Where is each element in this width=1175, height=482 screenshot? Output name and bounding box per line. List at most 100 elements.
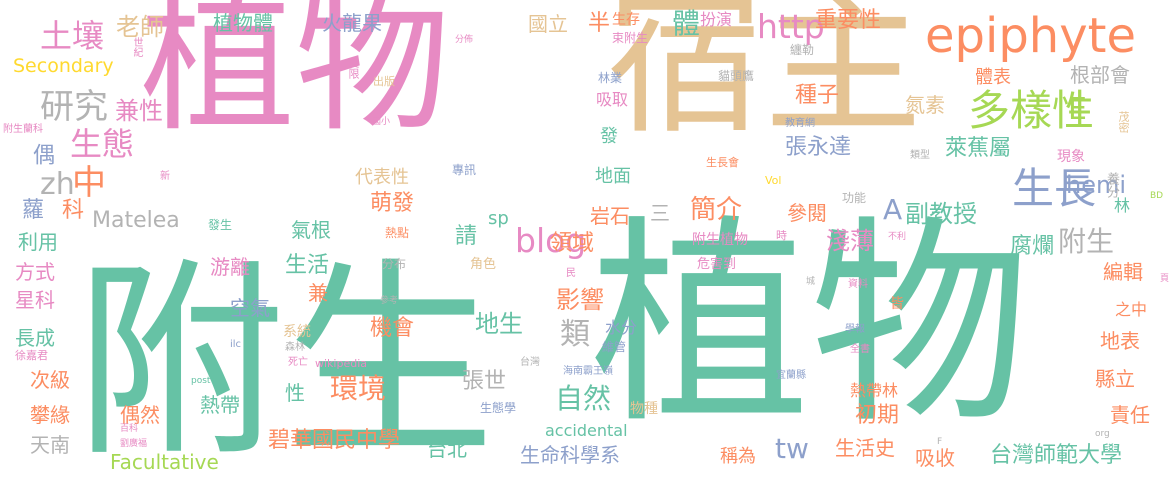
word-121: 縣立: [1095, 367, 1135, 391]
word-69: 副教授: [905, 200, 977, 228]
word-26: 扮演: [700, 10, 733, 29]
word-80: 不利: [888, 232, 907, 242]
word-110: 地表: [1100, 329, 1140, 353]
word-51: 類型: [910, 150, 930, 161]
word-57: 養分: [1104, 172, 1119, 198]
word-23: 半: [588, 11, 611, 36]
word-34: 受限: [347, 57, 360, 79]
word-91: 城: [806, 277, 816, 287]
word-117: 死亡: [288, 357, 308, 368]
word-52: 張永達: [785, 135, 852, 160]
word-30: 束附生: [612, 31, 649, 45]
word-55: 生長會: [706, 156, 739, 169]
word-25: 體: [672, 7, 701, 40]
word-147: 台灣師範大學: [990, 443, 1123, 468]
word-46: 體表: [975, 67, 1011, 88]
word-33: 林業: [598, 71, 623, 85]
word-72: 發生: [208, 218, 233, 232]
word-17: 中: [72, 163, 106, 203]
word-65: sp: [488, 208, 509, 229]
word-66: 簡介: [690, 195, 743, 225]
word-40: 新: [160, 171, 170, 182]
word-103: 水分: [605, 318, 638, 337]
word-106: 系統: [283, 324, 311, 340]
word-111: 徐嘉君: [15, 349, 48, 362]
word-59: 蘿: [22, 198, 45, 223]
word-130: 初期: [855, 403, 900, 428]
word-10: A: [883, 193, 903, 226]
word-126: 性: [285, 381, 305, 405]
keyword-sheng-zhang: 生長: [1012, 164, 1097, 213]
word-140: 碧華國民中學: [268, 428, 401, 453]
word-125: 攀緣: [30, 403, 70, 427]
word-148: Facultative: [110, 450, 219, 474]
word-129: 物種: [630, 401, 658, 417]
word-88: 民: [566, 268, 576, 279]
keyword-http: http: [757, 7, 825, 46]
word-68: 功能: [842, 191, 867, 205]
word-20: 植物體: [213, 11, 273, 35]
word-120: 宜蘭縣: [776, 370, 806, 381]
word-78: 時: [776, 229, 787, 242]
word-104: 學報: [845, 324, 865, 335]
word-137: 劉廣福: [120, 439, 148, 449]
word-24: 生存: [612, 12, 640, 28]
word-100: 空氣: [230, 296, 270, 320]
word-119: 環境: [330, 372, 387, 405]
word-41: 專訊: [452, 163, 477, 177]
word-29: 分佈: [455, 35, 474, 45]
word-82: 腐爛: [1010, 234, 1055, 259]
word-131: 偶然: [120, 403, 160, 427]
word-47: 根部會: [1070, 63, 1130, 87]
word-113: 森林: [285, 342, 305, 353]
word-146: 吸收: [915, 446, 955, 470]
word-105: 長成: [15, 326, 55, 350]
word-22: 國立: [528, 12, 568, 36]
word-123: 張世: [462, 369, 507, 394]
word-18: zh: [40, 167, 75, 202]
word-53: 現象: [1057, 149, 1085, 165]
word-93: 編輯: [1103, 260, 1143, 284]
word-85: 生活: [285, 253, 330, 278]
word-132: 熱帶: [200, 393, 240, 417]
word-67: 參閱: [787, 201, 827, 225]
word-48: 氮素: [905, 93, 945, 117]
word-122: post: [191, 376, 211, 386]
word-50: 教育網: [785, 118, 815, 129]
word-90: 影響: [556, 286, 604, 314]
word-138: F: [937, 437, 943, 447]
word-56: Vol: [765, 174, 782, 187]
keyword-epiphyte: epiphyte: [925, 8, 1136, 64]
word-42: 代表性: [355, 167, 409, 188]
word-83: 方式: [15, 260, 55, 284]
word-107: 機會: [370, 316, 415, 341]
word-49: 茂密: [1117, 111, 1130, 133]
word-74: 氣根: [291, 218, 331, 242]
word-36: 吸取: [596, 90, 629, 109]
word-115: 海南霸王嶺: [563, 366, 613, 377]
word-95: 星科: [15, 288, 55, 312]
word-141: 台北: [427, 437, 467, 461]
word-101: 地生: [475, 310, 523, 338]
word-139: org: [1095, 429, 1110, 439]
word-44: 發: [600, 126, 618, 147]
word-136: 天南: [30, 433, 70, 457]
keyword-zhi-wu-secondary: 植物: [590, 197, 1031, 453]
keyword-duo-yang-xing: 多樣性: [968, 86, 1095, 135]
word-45: 種子: [795, 83, 840, 108]
word-39: 偶: [29, 143, 54, 165]
word-108: 維管: [602, 340, 627, 354]
word-94: 頁: [1160, 274, 1170, 284]
word-124: 熱帶林: [850, 381, 899, 400]
keyword-blog: blog: [515, 221, 587, 260]
word-15: 老師: [116, 13, 164, 41]
word-98: 皆: [890, 296, 904, 312]
word-142: tw: [775, 432, 809, 465]
word-54: 萊蕉屬: [945, 136, 1012, 161]
word-38: 附生蘭科: [3, 124, 43, 135]
word-13: 土壤: [40, 17, 105, 55]
word-112: ilc: [230, 339, 242, 350]
word-97: 參考: [380, 296, 399, 306]
word-114: 台灣: [520, 357, 540, 368]
